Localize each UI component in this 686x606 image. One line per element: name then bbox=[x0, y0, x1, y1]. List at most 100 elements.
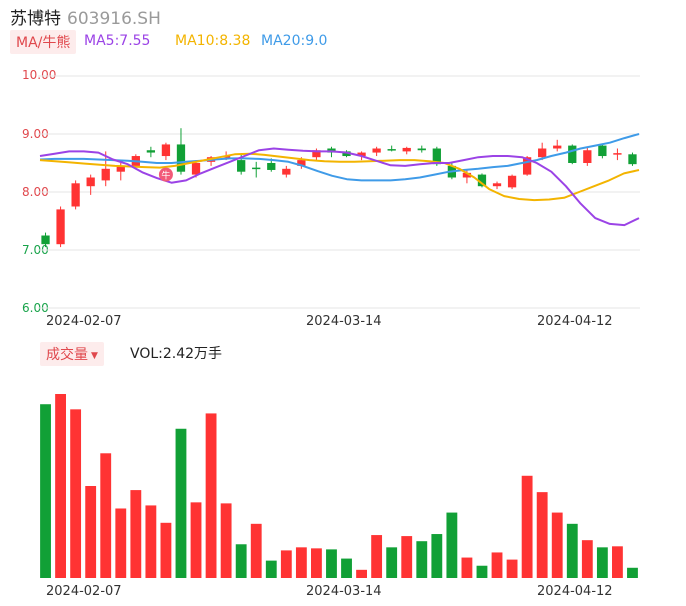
volume-bar bbox=[205, 413, 217, 578]
volume-bar bbox=[115, 508, 127, 578]
ma-toggle-button[interactable]: MA/牛熊 bbox=[10, 30, 77, 54]
volume-bar bbox=[130, 490, 142, 578]
volume-bar bbox=[581, 540, 593, 578]
candle-body bbox=[372, 148, 381, 153]
volume-bar bbox=[476, 565, 488, 578]
volume-bar bbox=[235, 544, 247, 578]
date-tick-label: 2024-03-14 bbox=[306, 584, 382, 599]
ma20-legend: MA20:9.0 bbox=[261, 33, 328, 49]
candle-body bbox=[477, 174, 487, 187]
volume-bar bbox=[371, 535, 383, 578]
volume-bar bbox=[55, 394, 66, 578]
candle-body bbox=[41, 235, 50, 245]
candle-body bbox=[507, 175, 517, 188]
stock-title: 苏博特 603916.SH bbox=[10, 4, 161, 29]
volume-bar bbox=[85, 486, 97, 578]
volume-bar bbox=[311, 548, 322, 578]
candle-body bbox=[237, 160, 246, 172]
candle-body bbox=[357, 152, 366, 157]
candle-body bbox=[553, 145, 562, 149]
date-tick-label: 2024-04-12 bbox=[537, 584, 613, 599]
volume-toggle-button[interactable]: 成交量 ▼ bbox=[40, 342, 104, 366]
candle-body bbox=[628, 154, 637, 165]
volume-bar bbox=[431, 534, 443, 578]
candle-body bbox=[583, 150, 592, 163]
candle-body bbox=[267, 163, 276, 170]
volume-bar bbox=[521, 475, 533, 578]
volume-bar bbox=[506, 559, 518, 578]
candle-body bbox=[598, 145, 607, 157]
volume-bar bbox=[145, 505, 157, 578]
candle-body bbox=[101, 168, 110, 181]
volume-bar bbox=[612, 546, 623, 578]
candle-body bbox=[297, 160, 306, 166]
triangle-down-icon: ▼ bbox=[91, 351, 98, 361]
volume-bar bbox=[70, 409, 82, 578]
candle-body bbox=[191, 163, 201, 175]
volume-bar bbox=[250, 523, 262, 578]
volume-bar bbox=[40, 404, 51, 578]
volume-toggle-label: 成交量 bbox=[46, 347, 88, 363]
volume-bar bbox=[295, 547, 307, 578]
candle-body bbox=[538, 148, 547, 158]
candle-body bbox=[146, 150, 156, 153]
volume-bar bbox=[627, 567, 638, 578]
volume-bar bbox=[566, 523, 578, 578]
volume-bar bbox=[175, 428, 187, 578]
volume-bar bbox=[491, 552, 503, 578]
volume-bar bbox=[326, 549, 337, 578]
candle-body bbox=[522, 157, 532, 175]
candle-body bbox=[432, 148, 441, 165]
candle-body bbox=[176, 144, 186, 172]
candle-body bbox=[387, 149, 396, 151]
bull-marker-icon bbox=[158, 167, 173, 182]
date-tick-label: 2024-02-07 bbox=[46, 314, 122, 329]
price-tick-label: 8.00 bbox=[22, 185, 49, 199]
candle-body bbox=[613, 153, 622, 155]
date-tick-label: 2024-02-07 bbox=[46, 584, 122, 599]
volume-bar bbox=[220, 503, 232, 578]
volume-bar bbox=[596, 547, 608, 578]
ma20-line bbox=[39, 133, 640, 182]
price-tick-label: 9.00 bbox=[22, 127, 49, 141]
volume-bar bbox=[100, 453, 112, 578]
ma5-legend: MA5:7.55 bbox=[84, 33, 151, 49]
volume-bar bbox=[160, 522, 172, 578]
candle-body bbox=[312, 150, 321, 158]
stock-code: 603916.SH bbox=[67, 9, 161, 29]
volume-bar bbox=[386, 547, 398, 578]
price-tick-label: 10.00 bbox=[22, 68, 57, 82]
volume-bar bbox=[446, 512, 458, 578]
candle-body bbox=[462, 172, 472, 178]
volume-bar bbox=[551, 512, 563, 578]
candle-body bbox=[282, 168, 291, 175]
ma10-line bbox=[39, 152, 640, 202]
volume-bar bbox=[280, 550, 292, 578]
volume-bar bbox=[536, 492, 548, 578]
volume-bar bbox=[461, 557, 473, 578]
price-tick-label: 7.00 bbox=[22, 243, 49, 257]
volume-value: VOL:2.42万手 bbox=[130, 346, 223, 362]
volume-bar bbox=[416, 541, 428, 578]
candle-body bbox=[402, 147, 411, 152]
volume-bar bbox=[341, 558, 352, 578]
candle-body bbox=[492, 183, 502, 187]
candle-body bbox=[56, 209, 65, 245]
volume-bar bbox=[401, 536, 413, 578]
price-tick-label: 6.00 bbox=[22, 301, 49, 315]
candle-body bbox=[161, 144, 171, 157]
bull-marker-label: 牛 bbox=[161, 170, 170, 182]
candle-body bbox=[417, 148, 426, 151]
date-tick-label: 2024-03-14 bbox=[306, 314, 382, 329]
candle-body bbox=[568, 145, 577, 163]
candle-body bbox=[342, 151, 351, 157]
ma10-legend: MA10:8.38 bbox=[175, 33, 251, 49]
volume-bar bbox=[190, 502, 202, 578]
volume-bar bbox=[265, 560, 277, 578]
stock-name: 苏博特 bbox=[10, 9, 61, 29]
ma5-line bbox=[39, 147, 640, 227]
date-tick-label: 2024-04-12 bbox=[537, 314, 613, 329]
volume-bar bbox=[356, 569, 367, 578]
candle-body bbox=[71, 183, 80, 207]
